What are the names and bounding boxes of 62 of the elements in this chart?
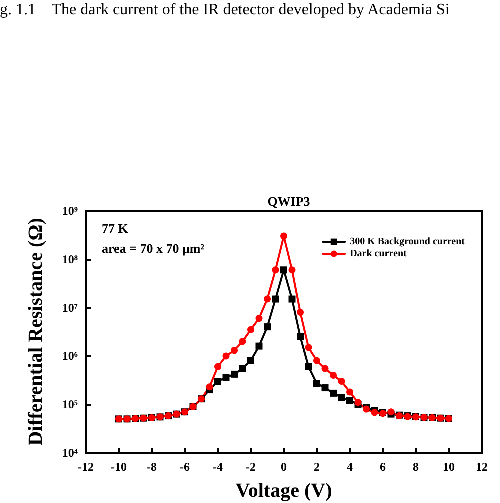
point (272, 296, 280, 303)
point (305, 344, 312, 352)
legend-label: 300 K Background current (350, 236, 466, 248)
x-tick-label: -2 (246, 460, 256, 474)
point (322, 365, 329, 372)
point (297, 308, 304, 316)
y-tick-label: 10⁶ (62, 349, 78, 364)
x-tick-label: 12 (476, 460, 488, 474)
point (288, 296, 296, 303)
y-tick-label: 10⁸ (62, 252, 78, 266)
point (256, 342, 263, 350)
point (288, 266, 296, 274)
x-axis-title: Voltage (V) (236, 480, 332, 502)
point (272, 266, 280, 274)
point (248, 326, 254, 334)
point (256, 315, 263, 322)
x-tick-label: 10 (443, 460, 455, 474)
point (264, 296, 271, 303)
point (314, 357, 320, 364)
point (231, 347, 238, 354)
x-tick-label: 6 (380, 460, 386, 474)
y-tick-label: 10⁴ (62, 446, 78, 460)
x-tick-label: -4 (213, 460, 223, 474)
point (214, 363, 222, 370)
y-tick-label: 10⁹ (62, 204, 78, 218)
point (206, 384, 214, 391)
point (330, 390, 337, 397)
point (297, 333, 304, 340)
x-tick-label: 8 (413, 460, 419, 474)
point (248, 357, 254, 364)
annotation: 77 K (102, 221, 130, 236)
point (264, 324, 271, 331)
point (280, 266, 288, 274)
point (305, 363, 312, 370)
point (214, 378, 222, 386)
point (322, 384, 329, 392)
point (280, 232, 288, 240)
y-tick-label: 10⁷ (62, 300, 78, 315)
x-tick-label: 2 (314, 460, 320, 474)
y-axis-title: Differential Resistance (Ω) (25, 218, 47, 446)
point (222, 374, 230, 382)
point (314, 380, 320, 388)
point (346, 397, 354, 404)
point (330, 372, 337, 379)
point (231, 370, 238, 378)
annotation: area = 70 x 70 μm² (102, 241, 205, 256)
chart-title: QWIP3 (268, 194, 311, 209)
point (222, 352, 230, 360)
x-tick-label: -12 (78, 460, 94, 474)
x-tick-label: 0 (281, 460, 287, 474)
y-tick-label: 10⁵ (62, 398, 78, 412)
point (239, 338, 246, 346)
x-tick-label: -10 (111, 460, 127, 474)
point (239, 365, 246, 372)
x-tick-label: -8 (147, 460, 157, 474)
x-tick-label: 4 (347, 460, 353, 474)
text: g. 1.1 The dark current of the IR detector developed by Academia Si (0, 2, 450, 18)
point (338, 394, 346, 402)
point (346, 388, 354, 396)
x-tick-label: -6 (180, 460, 190, 474)
point (338, 378, 346, 386)
legend-label: Dark current (350, 248, 408, 260)
